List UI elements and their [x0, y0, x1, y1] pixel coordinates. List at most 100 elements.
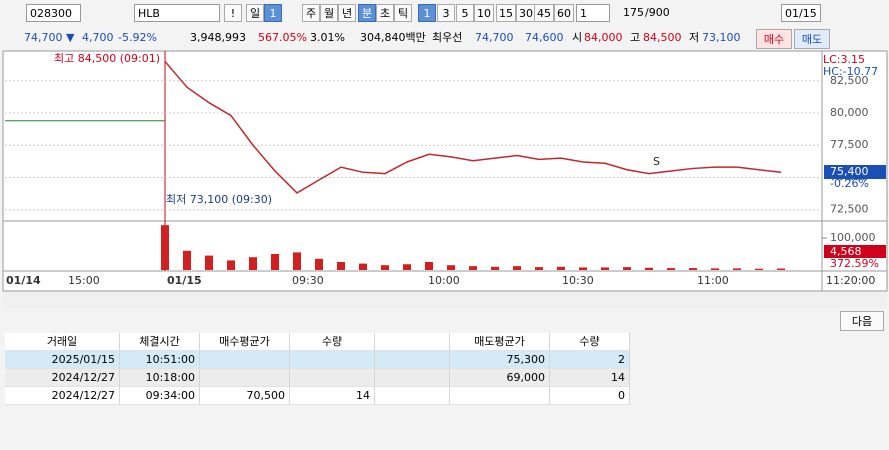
table-header	[375, 333, 450, 351]
volume-bar	[425, 262, 433, 270]
volume-bar	[689, 268, 697, 270]
volume-bar	[623, 267, 631, 270]
volume-bar	[733, 268, 741, 270]
interval-button[interactable]: 3	[437, 4, 455, 22]
table-cell	[375, 369, 450, 387]
period-button[interactable]: 1	[264, 4, 282, 22]
table-cell	[200, 351, 290, 369]
buy-button[interactable]: 매수	[756, 29, 792, 49]
signal-marker: S	[653, 155, 660, 168]
y-tick-label: 77,500	[830, 138, 869, 151]
table-cell: 2024/12/27	[5, 369, 120, 387]
alert-button[interactable]: !	[224, 4, 242, 22]
table-cell: 70,500	[200, 387, 290, 405]
interval-button[interactable]: 15	[496, 4, 516, 22]
quote-price: 74,700 ▼	[24, 31, 75, 44]
time-label: 15:00	[68, 274, 100, 287]
high-annotation: 최고 84,500 (09:01)	[54, 52, 160, 65]
table-cell: 14	[290, 387, 375, 405]
volume-bar	[469, 266, 477, 270]
quote-low-label: 저	[689, 31, 700, 44]
table-cell	[200, 369, 290, 387]
volume-bar	[359, 263, 367, 270]
volume-bar	[161, 225, 169, 270]
quote-bid: 74,600	[525, 31, 564, 44]
next-button[interactable]: 다음	[840, 311, 884, 331]
volume-rate: 372.59%	[830, 257, 879, 270]
period-button[interactable]: 초	[376, 4, 394, 22]
volume-last-box	[824, 245, 886, 258]
time-label: 10:00	[428, 274, 460, 287]
volume-bar	[249, 257, 257, 270]
scroll-bar[interactable]	[3, 292, 887, 308]
table-header: 거래일	[5, 333, 120, 351]
y-tick-label: 100,000	[830, 231, 876, 244]
quote-rate: -5.92%	[118, 31, 157, 44]
table-cell: 2	[550, 351, 630, 369]
count-max: /900	[645, 6, 670, 19]
quote-vol-rate: 567.05%	[258, 31, 307, 44]
table-cell: 2024/12/27	[5, 387, 120, 405]
quote-ask: 74,700	[475, 31, 514, 44]
price-line	[164, 60, 782, 194]
volume-bar	[293, 252, 301, 270]
volume-bar	[271, 254, 279, 270]
table-header: 매도평균가	[450, 333, 550, 351]
name-input[interactable]: HLB	[134, 4, 220, 22]
table-header: 매수평균가	[200, 333, 290, 351]
volume-bar	[205, 255, 213, 270]
table-header: 체결시간	[120, 333, 200, 351]
y-tick-label: 82,500	[830, 74, 869, 87]
table-cell	[290, 369, 375, 387]
chart-frame	[2, 50, 888, 292]
interval-button[interactable]: 60	[554, 4, 574, 22]
interval-button[interactable]: 10	[474, 4, 494, 22]
table-cell	[375, 387, 450, 405]
period-button[interactable]: 년	[338, 4, 356, 22]
sell-button[interactable]: 매도	[794, 29, 830, 49]
quote-high-label: 고	[630, 31, 641, 44]
quote-open: 84,000	[584, 31, 623, 44]
code-input[interactable]: 028300	[26, 4, 81, 22]
volume-bar	[645, 267, 653, 270]
table-cell: 10:51:00	[120, 351, 200, 369]
quote-best-label: 최우선	[432, 31, 463, 44]
table-cell	[450, 387, 550, 405]
interval-button[interactable]: 5	[456, 4, 474, 22]
time-label: 11:00	[697, 274, 729, 287]
period-button[interactable]: 월	[320, 4, 338, 22]
date-input[interactable]: 01/15	[781, 4, 821, 22]
time-label: 01/14	[6, 274, 41, 287]
interval-button[interactable]: 1	[418, 4, 436, 22]
last-rate: -0.26%	[830, 177, 869, 190]
volume-bar	[557, 266, 565, 270]
volume-bar	[337, 262, 345, 270]
period-button[interactable]: 주	[302, 4, 320, 22]
period-button[interactable]: 분	[358, 4, 376, 22]
y-tick-label: 80,000	[830, 106, 869, 119]
interval-button[interactable]: 45	[534, 4, 554, 22]
quote-change: 4,700	[82, 31, 114, 44]
quote-low: 73,100	[702, 31, 741, 44]
volume-bar	[513, 266, 521, 270]
table-cell	[375, 351, 450, 369]
count-input[interactable]: 175	[623, 6, 644, 19]
volume-bar	[183, 250, 191, 270]
interval-button[interactable]: 30	[516, 4, 536, 22]
table-cell: 09:34:00	[120, 387, 200, 405]
quote-open-label: 시	[572, 31, 583, 44]
lc-label: LC:3.15	[823, 53, 865, 66]
table-cell: 0	[550, 387, 630, 405]
time-label: 11:20:00	[826, 274, 875, 287]
volume-last: 4,568	[830, 245, 862, 258]
quote-high: 84,500	[643, 31, 682, 44]
volume-bar	[711, 268, 719, 270]
unit-input[interactable]: 1	[576, 4, 610, 22]
volume-bar	[491, 266, 499, 270]
volume-bar	[447, 265, 455, 270]
period-button[interactable]: 일	[246, 4, 264, 22]
period-button[interactable]: 틱	[394, 4, 412, 22]
time-label: 09:30	[292, 274, 324, 287]
volume-bar	[227, 260, 235, 270]
